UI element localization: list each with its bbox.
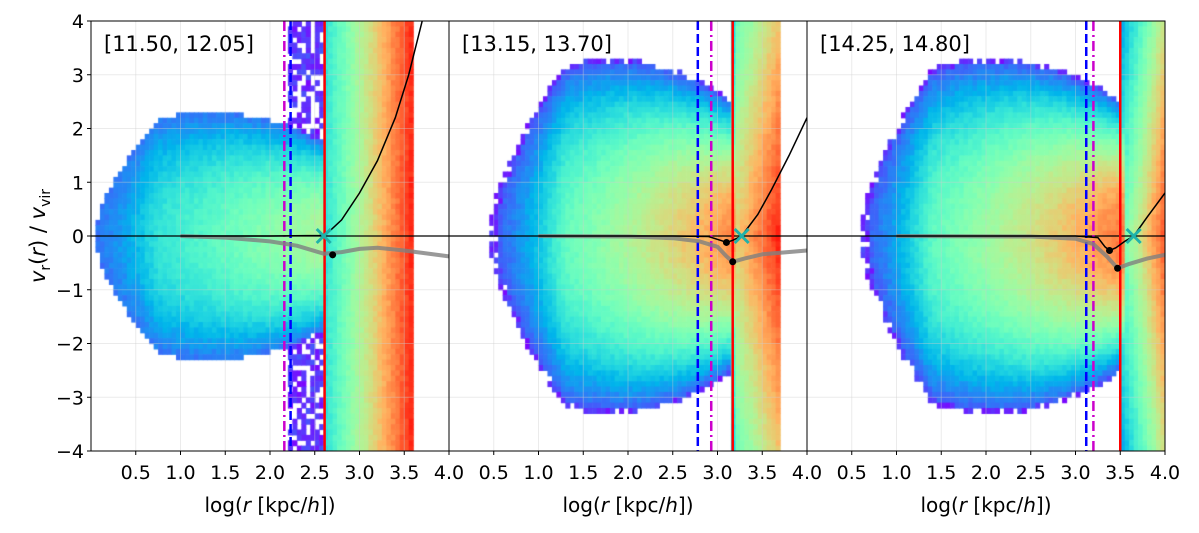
y-tick-label: −1 bbox=[56, 280, 84, 302]
x-tick-label: 3.0 bbox=[1060, 462, 1090, 484]
x-tick-label: 4.0 bbox=[792, 462, 822, 484]
y-tick-label: 0 bbox=[72, 226, 84, 248]
y-axis-label: vr(r) / vvir bbox=[26, 189, 54, 283]
x-tick-label: 2.5 bbox=[300, 462, 330, 484]
x-tick-label: 4.0 bbox=[434, 462, 464, 484]
x-tick-label: 2.0 bbox=[971, 462, 1001, 484]
x-tick-label: 4.0 bbox=[1150, 462, 1180, 484]
cross-marker bbox=[733, 227, 750, 245]
x-tick-label: 0.5 bbox=[837, 462, 867, 484]
y-tick-label: 4 bbox=[72, 11, 84, 33]
x-tick-label: 3.5 bbox=[1105, 462, 1135, 484]
x-axis-label: log(r [kpc/h]) bbox=[921, 493, 1052, 517]
panel-label: [13.15, 13.70] bbox=[462, 32, 612, 56]
x-tick-label: 1.5 bbox=[926, 462, 956, 484]
cross-marker bbox=[315, 227, 332, 245]
x-tick-label: 2.5 bbox=[658, 462, 688, 484]
black-dot-marker bbox=[329, 251, 337, 259]
x-tick-label: 0.5 bbox=[121, 462, 151, 484]
x-tick-label: 3.5 bbox=[747, 462, 777, 484]
x-tick-label: 2.5 bbox=[1016, 462, 1046, 484]
panel-label: [14.25, 14.80] bbox=[820, 32, 970, 56]
x-tick-label: 2.0 bbox=[255, 462, 285, 484]
y-tick-label: 3 bbox=[72, 65, 84, 87]
x-tick-label: 3.0 bbox=[344, 462, 374, 484]
x-tick-label: 3.0 bbox=[702, 462, 732, 484]
x-axis-label: log(r [kpc/h]) bbox=[563, 493, 694, 517]
x-tick-label: 1.5 bbox=[210, 462, 240, 484]
black-dot-marker bbox=[1114, 264, 1122, 272]
x-axis-label: log(r [kpc/h]) bbox=[205, 493, 336, 517]
mean-profile-curve bbox=[538, 234, 808, 264]
x-tick-label: 1.0 bbox=[881, 462, 911, 484]
panel-label: [11.50, 12.05] bbox=[104, 32, 254, 56]
black-dot-marker bbox=[1106, 247, 1114, 255]
x-tick-label: 3.5 bbox=[389, 462, 419, 484]
y-tick-label: 1 bbox=[72, 172, 84, 194]
x-tick-label: 1.0 bbox=[523, 462, 553, 484]
x-tick-label: 2.0 bbox=[613, 462, 643, 484]
black-dot-marker bbox=[722, 238, 730, 246]
y-tick-label: −3 bbox=[56, 387, 84, 409]
model-curve bbox=[538, 117, 807, 244]
y-tick-label: −2 bbox=[56, 334, 84, 356]
x-tick-label: 0.5 bbox=[479, 462, 509, 484]
mean-profile-curve bbox=[896, 234, 1166, 271]
black-dot-marker bbox=[729, 258, 737, 266]
model-curve bbox=[180, 21, 423, 237]
x-tick-label: 1.5 bbox=[568, 462, 598, 484]
x-tick-label: 1.0 bbox=[165, 462, 195, 484]
y-tick-label: −4 bbox=[56, 441, 84, 463]
cross-marker bbox=[1125, 227, 1142, 245]
y-tick-label: 2 bbox=[72, 119, 84, 141]
